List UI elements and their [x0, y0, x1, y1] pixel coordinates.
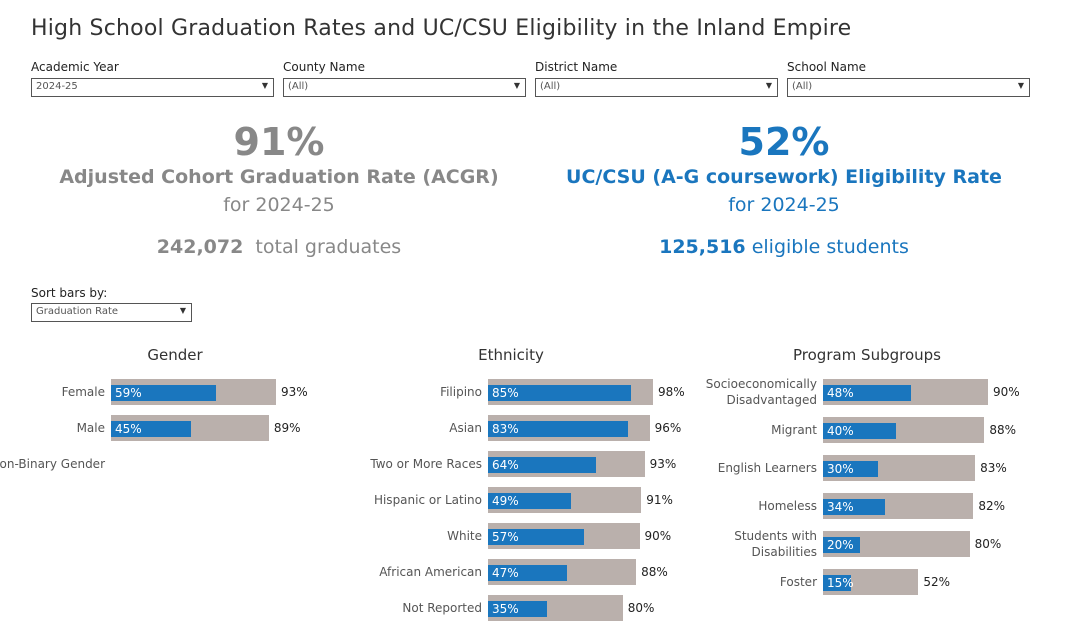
graduation-rate-label: 93% — [649, 457, 677, 471]
sort-dropdown[interactable]: Graduation Rate ▼ — [31, 303, 192, 322]
dropdown-arrow-icon: ▼ — [765, 81, 772, 90]
graduation-rate-label: 52% — [923, 575, 950, 589]
eligible-count: 125,516 — [659, 236, 746, 258]
bar-category-label: Migrant — [771, 423, 817, 437]
filter-value: (All) — [792, 81, 813, 92]
graduation-rate-label: 89% — [273, 421, 301, 435]
bar-category-label: Two or More Races — [370, 457, 482, 471]
filter-value: 2024-25 — [36, 81, 78, 92]
graduation-rate-label: 91% — [646, 493, 673, 507]
eligibility-rate-bar: 35% — [488, 601, 547, 617]
chart-title: Program Subgroups — [793, 346, 941, 364]
bar-category-label: English Learners — [717, 461, 817, 475]
bar-category-label: Male — [76, 421, 105, 435]
graduation-rate-label: 80% — [974, 537, 1002, 551]
eligible-label: eligible students — [751, 236, 909, 258]
eligibility-rate-bar: 20% — [823, 537, 860, 553]
filter-value: (All) — [540, 81, 561, 92]
bar-category-label: Not Reported — [402, 601, 482, 615]
bar-category-label: Filipino — [440, 385, 482, 399]
bar-category-label: Socioeconomically Disadvantaged — [705, 377, 817, 407]
bar-category-label: Homeless — [758, 499, 817, 513]
graduation-rate-label: 90% — [644, 529, 672, 543]
filter-label: District Name — [535, 60, 618, 74]
graduates-label: total graduates — [255, 236, 402, 258]
filter-dropdown[interactable]: (All) ▼ — [535, 78, 778, 97]
filter-label: Academic Year — [31, 60, 119, 74]
bar-category-label: Foster — [779, 575, 817, 589]
eligibility-rate-bar: 48% — [823, 385, 911, 401]
filter-label: County Name — [283, 60, 365, 74]
eligibility-kpi: 52% UC/CSU (A-G coursework) Eligibility … — [534, 120, 1034, 258]
eligibility-rate-bar: 59% — [111, 385, 216, 401]
eligibility-rate-bar: 47% — [488, 565, 568, 581]
dropdown-arrow-icon: ▼ — [513, 81, 520, 90]
graduation-rate-label: 88% — [641, 565, 668, 579]
graduation-rate-label: 90% — [993, 385, 1020, 399]
eligibility-rate-bar: 15% — [823, 575, 854, 591]
bar-category-label: White — [447, 529, 482, 543]
filter-dropdown[interactable]: 2024-25 ▼ — [31, 78, 274, 97]
eligibility-period: for 2024-25 — [728, 194, 840, 216]
bar-category-label: African American — [379, 565, 482, 579]
eligibility-label: UC/CSU (A-G coursework) Eligibility Rate — [566, 166, 1002, 188]
eligibility-rate-bar: 83% — [488, 421, 628, 437]
filter-dropdown[interactable]: (All) ▼ — [787, 78, 1030, 97]
graduation-rate-label: 88% — [989, 423, 1016, 437]
bar-category-label: Hispanic or Latino — [373, 493, 482, 507]
bar-category-label: Asian — [449, 421, 482, 435]
graduation-rate-label: 98% — [658, 385, 685, 399]
dropdown-arrow-icon: ▼ — [1017, 81, 1024, 90]
acgr-period: for 2024-25 — [223, 194, 335, 216]
eligibility-rate-bar: 40% — [823, 423, 897, 439]
bar-category-label: Non-Binary Gender — [0, 457, 105, 471]
eligibility-rate-bar: 45% — [111, 421, 191, 437]
page-title: High School Graduation Rates and UC/CSU … — [31, 16, 852, 41]
graduation-rate-label: 83% — [980, 461, 1007, 475]
dropdown-arrow-icon: ▼ — [261, 81, 268, 90]
sort-value: Graduation Rate — [36, 306, 119, 317]
graduation-rate-label: 80% — [627, 601, 655, 615]
chart-title: Gender — [147, 346, 203, 364]
dropdown-arrow-icon: ▼ — [179, 306, 186, 315]
graduates-count: 242,072 — [156, 236, 244, 258]
bar-category-label: Female — [61, 385, 105, 399]
eligibility-rate-bar: 85% — [488, 385, 632, 401]
acgr-value: 91% — [233, 120, 325, 164]
eligibility-rate-bar: 57% — [488, 529, 584, 545]
eligibility-rate-bar: 49% — [488, 493, 571, 509]
eligibility-rate-bar: 34% — [823, 499, 886, 515]
graduation-rate-label: 82% — [978, 499, 1005, 513]
bar-category-label: Students with Disabilities — [734, 529, 817, 559]
chart-title: Ethnicity — [478, 346, 544, 364]
filter-label: School Name — [787, 60, 867, 74]
filter-value: (All) — [288, 81, 309, 92]
filter-dropdown[interactable]: (All) ▼ — [283, 78, 526, 97]
eligibility-rate-bar: 64% — [488, 457, 596, 473]
sort-label: Sort bars by: — [31, 286, 108, 300]
acgr-kpi: 91% Adjusted Cohort Graduation Rate (ACG… — [29, 120, 529, 258]
graduation-rate-label: 93% — [281, 385, 308, 399]
graduation-rate-label: 96% — [654, 421, 682, 435]
eligibility-value: 52% — [738, 120, 830, 164]
acgr-label: Adjusted Cohort Graduation Rate (ACGR) — [59, 166, 499, 188]
eligibility-rate-bar: 30% — [823, 461, 878, 477]
